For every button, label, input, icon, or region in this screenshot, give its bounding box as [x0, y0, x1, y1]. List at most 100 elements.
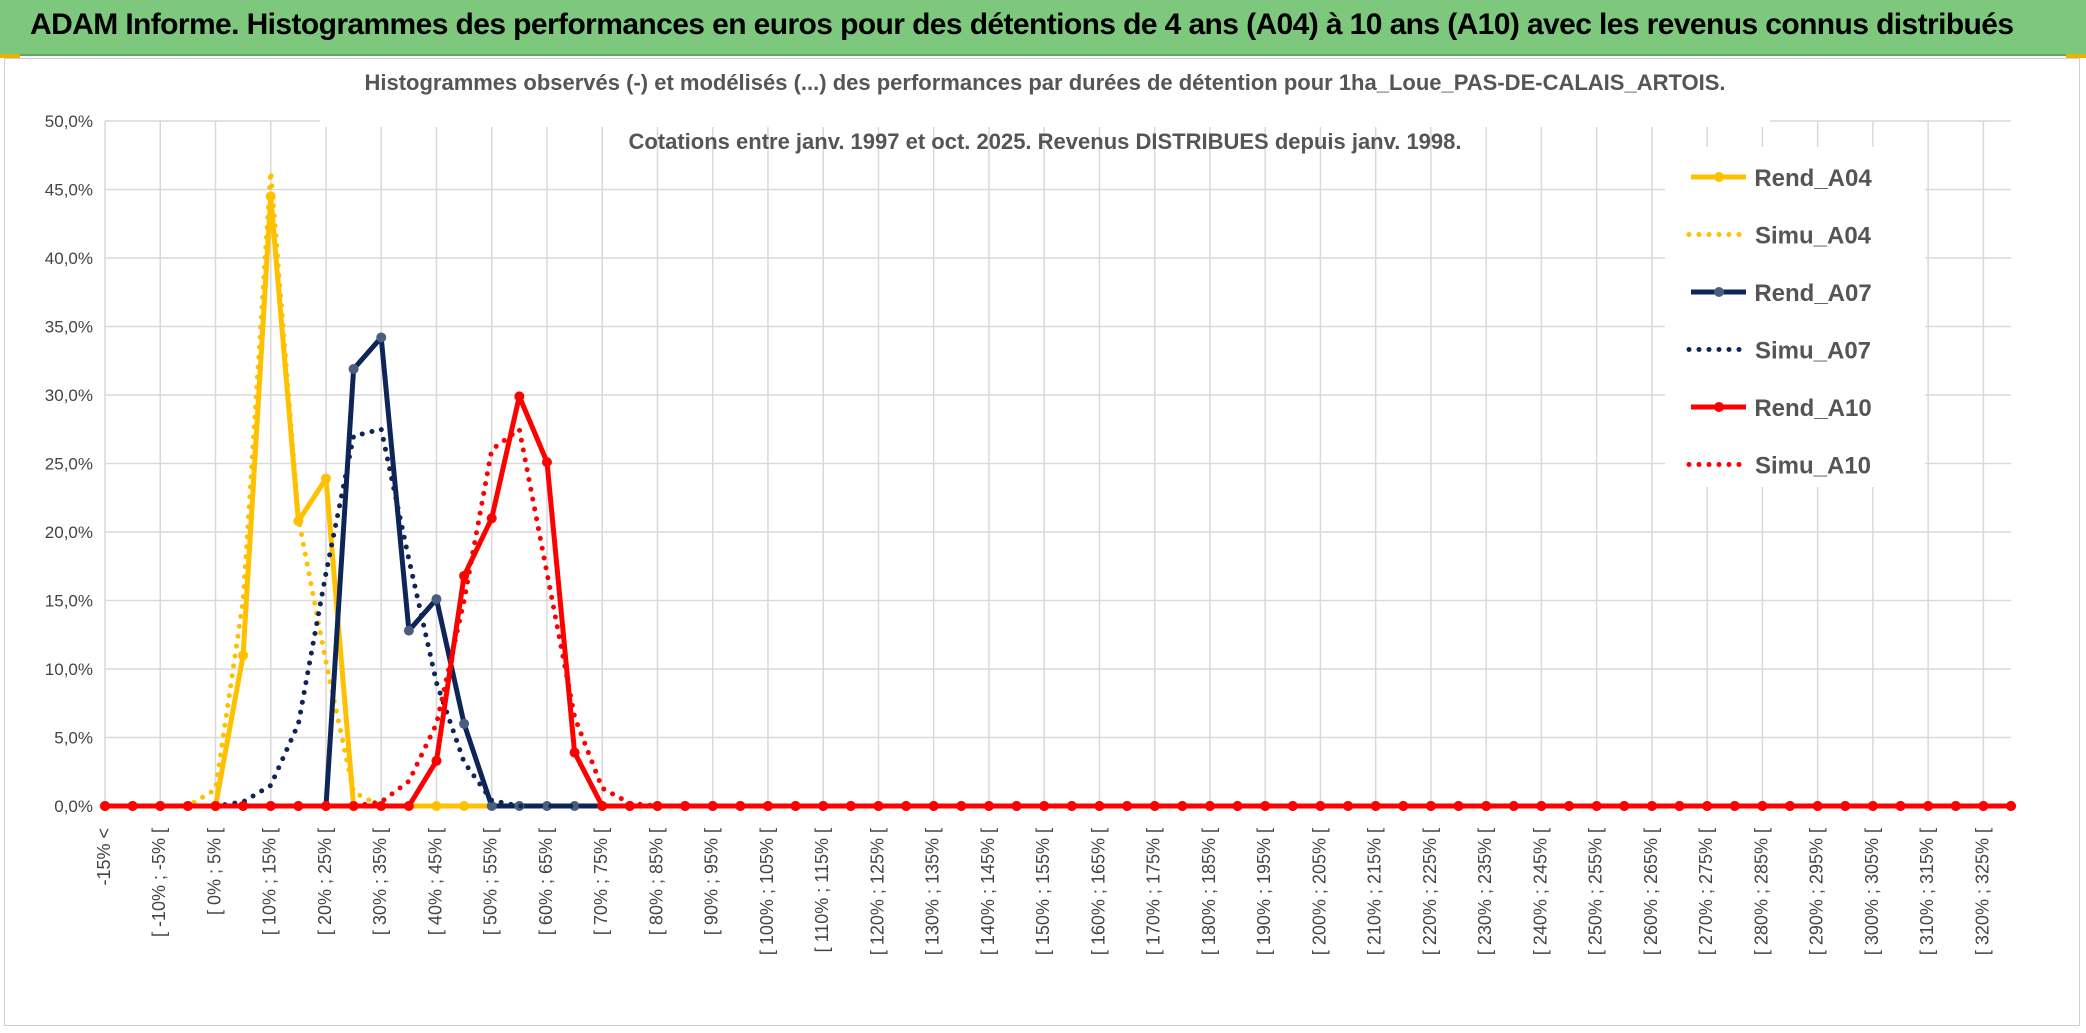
legend-label-rend_a07: Rend_A07	[1754, 280, 1871, 307]
y-tick-label: 5,0%	[54, 729, 93, 748]
data-point-rend_a10	[1702, 801, 1713, 811]
data-point-rend_a04	[238, 650, 249, 661]
data-point-rend_a07	[459, 718, 470, 729]
data-point-rend_a10	[1039, 801, 1050, 811]
x-tick-label: [ 60% ; 65% [	[536, 828, 556, 935]
y-tick-label: 50,0%	[45, 112, 93, 131]
title-banner: ADAM Informe. Histogrammes des performan…	[0, 0, 2086, 56]
y-tick-label: 0,0%	[54, 797, 93, 816]
data-point-rend_a07	[541, 801, 552, 811]
legend-marker-rend_a07	[1714, 287, 1724, 297]
data-point-rend_a10	[1481, 801, 1492, 811]
data-point-rend_a10	[1591, 801, 1602, 811]
y-tick-label: 10,0%	[45, 660, 93, 679]
legend-background	[1665, 147, 1925, 487]
data-point-rend_a10	[293, 801, 304, 811]
x-tick-label: [ 40% ; 45% [	[425, 828, 445, 935]
data-point-rend_a10	[1840, 801, 1851, 811]
data-point-rend_a07	[486, 801, 497, 811]
data-point-rend_a10	[901, 801, 912, 811]
data-point-rend_a10	[1729, 801, 1740, 811]
data-point-rend_a10	[790, 801, 801, 811]
title-background	[320, 59, 1770, 127]
x-tick-label: [ 220% ; 225% [	[1420, 828, 1440, 955]
x-tick-label: [ 250% ; 255% [	[1586, 828, 1606, 955]
data-point-rend_a10	[1011, 801, 1022, 811]
data-point-rend_a10	[1122, 801, 1133, 811]
legend-marker-rend_a10	[1714, 402, 1724, 412]
x-tick-label: [ 210% ; 215% [	[1365, 828, 1385, 955]
data-point-rend_a10	[597, 801, 608, 811]
data-point-rend_a10	[1950, 801, 1961, 811]
legend-label-simu_a04: Simu_A04	[1755, 223, 1872, 250]
data-point-rend_a10	[1508, 801, 1519, 811]
data-point-rend_a10	[459, 570, 470, 581]
data-point-rend_a10	[1260, 801, 1271, 811]
legend-label-rend_a04: Rend_A04	[1754, 165, 1872, 192]
x-tick-label: [ 120% ; 125% [	[867, 828, 887, 955]
x-tick-label: [ 110% ; 115% [	[812, 828, 832, 952]
x-tick-label: [ 170% ; 175% [	[1144, 828, 1164, 955]
banner-title: ADAM Informe. Histogrammes des performan…	[30, 8, 2014, 41]
y-tick-label: 45,0%	[45, 181, 93, 200]
corner-accent-right	[2066, 54, 2086, 58]
x-tick-label: [ 230% ; 235% [	[1475, 828, 1495, 955]
data-point-rend_a07	[348, 363, 359, 374]
x-tick-label: [ 100% ; 105% [	[757, 828, 777, 955]
legend-label-simu_a10: Simu_A10	[1755, 453, 1871, 480]
x-tick-label: [ 30% ; 35% [	[370, 828, 390, 935]
y-tick-label: 15,0%	[45, 592, 93, 611]
data-point-rend_a10	[818, 801, 829, 811]
data-point-rend_a07	[431, 594, 442, 605]
data-point-rend_a10	[1978, 801, 1989, 811]
x-tick-label: [ 10% ; 15% [	[260, 828, 280, 935]
x-tick-label: [ 310% ; 315% [	[1917, 828, 1937, 955]
chart-frame: 0,0% 5,0% 10,0% 15,0% 20,0% 25,0% 30,0% 35,0% 40…	[4, 58, 2080, 1026]
y-tick-label: 40,0%	[45, 249, 93, 268]
x-tick-label: [ 280% ; 285% [	[1751, 828, 1771, 955]
data-point-rend_a04	[320, 473, 331, 484]
series-line-simu_a10	[102, 426, 2014, 809]
data-point-rend_a10	[1370, 801, 1381, 811]
data-point-rend_a10	[1398, 801, 1409, 811]
x-tick-label: [ 260% ; 265% [	[1641, 828, 1661, 955]
x-tick-label: [ 190% ; 195% [	[1254, 828, 1274, 955]
legend-marker-rend_a04	[1714, 172, 1724, 182]
x-tick-label: [ 50% ; 55% [	[481, 828, 501, 935]
data-point-rend_a07	[569, 801, 580, 811]
data-point-rend_a10	[403, 801, 414, 811]
x-tick-label: -15% <	[94, 828, 114, 886]
x-tick-label: [ 180% ; 185% [	[1199, 828, 1219, 955]
data-point-rend_a10	[265, 801, 276, 811]
x-tick-label: [ -10% ; -5% [	[149, 828, 169, 937]
corner-accent-left	[0, 54, 20, 58]
data-point-rend_a10	[652, 801, 663, 811]
x-tick-label: [ 320% ; 325% [	[1972, 828, 1992, 955]
data-point-rend_a10	[155, 801, 166, 811]
chart-subtitle: Cotations entre janv. 1997 et oct. 2025.…	[628, 129, 1461, 154]
y-tick-label: 25,0%	[45, 455, 93, 474]
x-tick-label: [ 160% ; 165% [	[1088, 828, 1108, 955]
data-point-rend_a10	[1287, 801, 1298, 811]
data-point-rend_a10	[182, 801, 193, 811]
x-tick-label: [ 300% ; 305% [	[1862, 828, 1882, 955]
x-tick-label: [ 0% ; 5% [	[204, 828, 224, 915]
data-point-rend_a10	[1619, 801, 1630, 811]
data-point-rend_a10	[486, 513, 497, 524]
data-point-rend_a10	[1867, 801, 1878, 811]
data-point-rend_a07	[403, 625, 414, 636]
y-tick-label: 20,0%	[45, 523, 93, 542]
x-tick-label: [ 130% ; 135% [	[923, 828, 943, 955]
data-point-rend_a10	[431, 755, 442, 766]
y-tick-label: 30,0%	[45, 386, 93, 405]
data-point-rend_a10	[928, 801, 939, 811]
legend-label-rend_a10: Rend_A10	[1754, 395, 1871, 422]
y-tick-label: 35,0%	[45, 318, 93, 337]
chart-title: Histogrammes observés (-) et modélisés (…	[364, 70, 1725, 95]
data-point-rend_a07	[376, 332, 387, 343]
data-point-rend_a10	[680, 801, 691, 811]
x-tick-label: [ 240% ; 245% [	[1530, 828, 1550, 955]
x-tick-label: [ 140% ; 145% [	[978, 828, 998, 955]
data-point-rend_a10	[376, 801, 387, 811]
data-point-rend_a04	[459, 801, 470, 811]
